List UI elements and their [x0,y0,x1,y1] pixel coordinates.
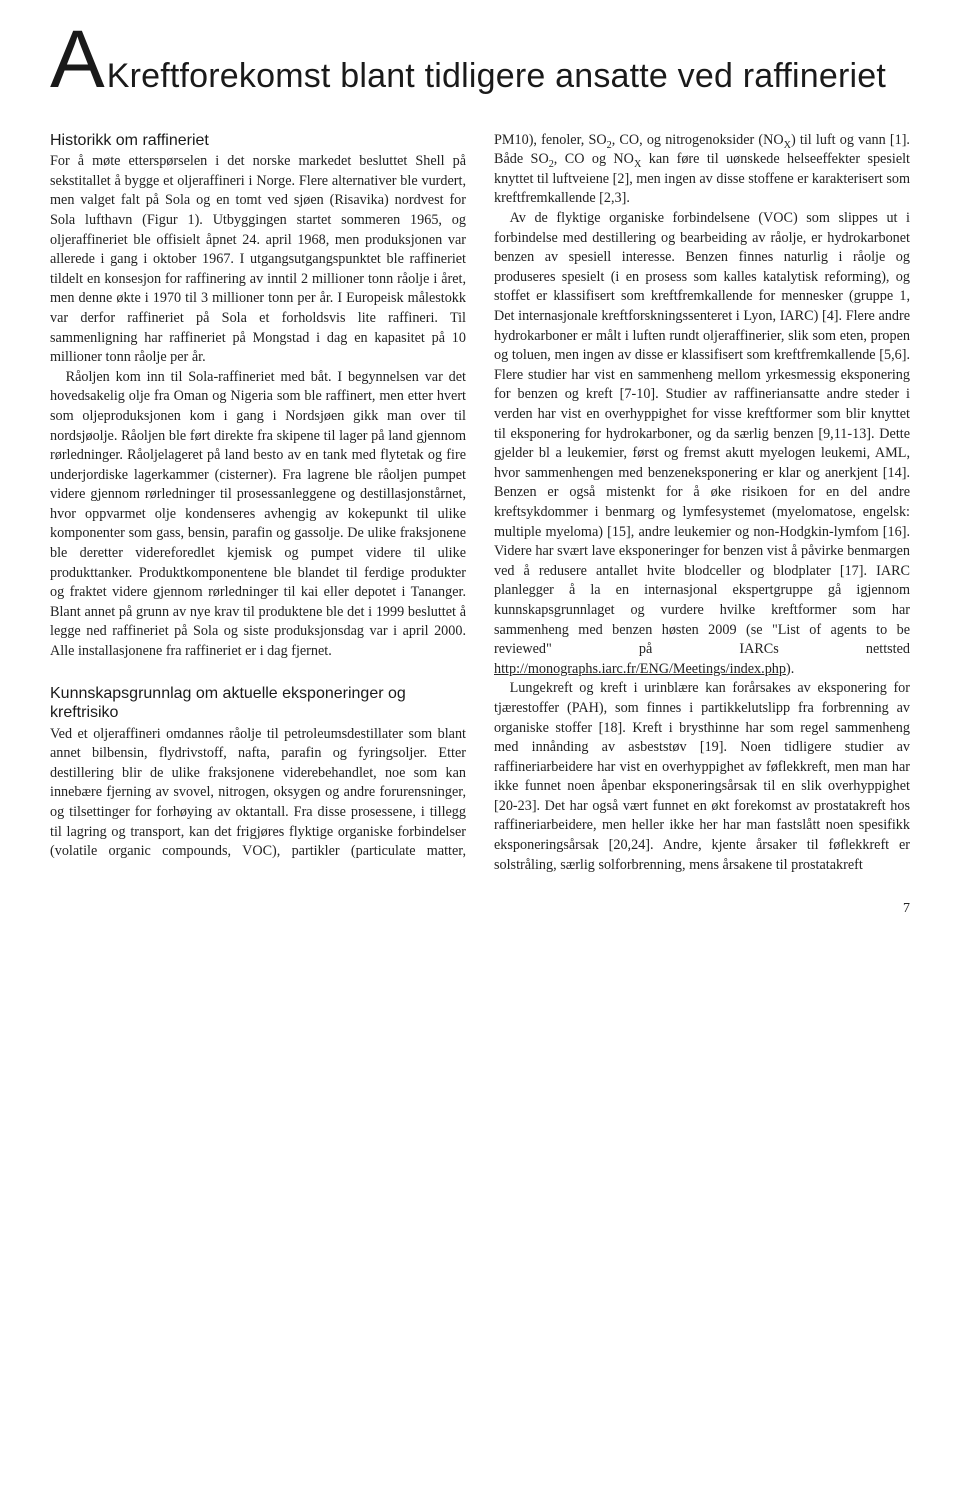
body-columns: Historikk om raffineriet For å møte ette… [50,131,910,876]
paragraph: Av de flyktige organiske forbindelsene (… [494,209,910,679]
title-text: Kreftforekomst blant tidligere ansatte v… [107,59,886,95]
section-title-historikk: Historikk om raffineriet [50,131,466,151]
page-number: 7 [50,901,910,917]
title-dropcap: A [50,30,103,91]
paragraph: For å møte etterspørselen i det norske m… [50,152,466,368]
paragraph: Råoljen kom inn til Sola-raffineriet med… [50,368,466,662]
section-historikk: Historikk om raffineriet For å møte ette… [50,131,466,662]
section-title-kunnskap: Kunnskapsgrunnlag om aktuelle eksponerin… [50,684,466,723]
paragraph: Lungekreft og kreft i urinblære kan forå… [494,679,910,875]
page-title: A Kreftforekomst blant tidligere ansatte… [50,30,910,95]
